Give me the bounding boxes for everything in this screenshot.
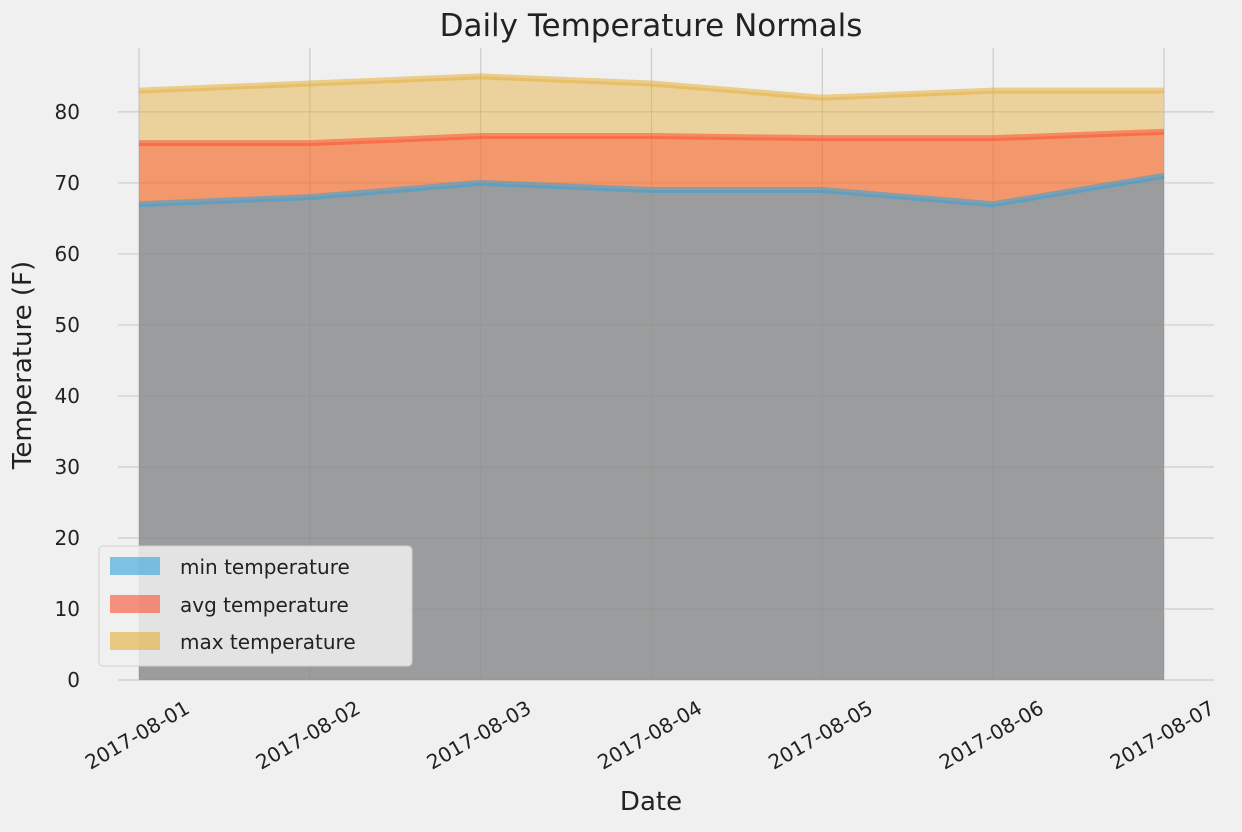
y-tick-label: 50 — [55, 313, 80, 337]
y-tick-label: 20 — [55, 526, 80, 550]
x-tick-label: 2017-08-07 — [1106, 696, 1219, 775]
legend-label-avg: avg temperature — [180, 593, 349, 617]
y-tick-label: 30 — [55, 455, 80, 479]
line-min — [138, 172, 1165, 208]
x-axis-ticks: 2017-08-01 2017-08-02 2017-08-03 2017-08-04… — [81, 696, 1219, 775]
y-tick-label: 10 — [55, 597, 80, 621]
chart-title: Daily Temperature Normals — [440, 8, 863, 44]
y-tick-label: 80 — [55, 100, 80, 124]
area-max — [139, 76, 1164, 681]
legend-swatch-max — [110, 632, 160, 650]
y-tick-label: 60 — [55, 242, 80, 266]
x-tick-label: 2017-08-06 — [935, 696, 1048, 775]
legend-box — [98, 545, 413, 667]
line-max — [138, 73, 1164, 101]
legend-swatch-avg — [110, 595, 160, 613]
x-axis-label: Date — [620, 787, 682, 817]
grid — [118, 48, 1214, 681]
y-tick-label: 70 — [55, 171, 80, 195]
line-avg — [139, 128, 1165, 147]
y-axis-ticks: 0 10 20 30 40 50 60 70 80 — [55, 100, 80, 692]
x-tick-label: 2017-08-04 — [593, 696, 706, 775]
x-tick-label: 2017-08-01 — [81, 696, 194, 775]
y-tick-label: 40 — [55, 384, 80, 408]
legend-swatch-min — [110, 557, 160, 575]
x-tick-label: 2017-08-05 — [764, 696, 877, 775]
x-tick-label: 2017-08-03 — [423, 696, 536, 775]
x-tick-label: 2017-08-02 — [252, 696, 365, 775]
legend-label-max: max temperature — [180, 630, 356, 654]
y-tick-label: 0 — [67, 668, 80, 692]
legend-label-min: min temperature — [180, 555, 350, 579]
legend: min temperature avg temperature max temp… — [98, 545, 413, 667]
y-axis-label: Temperature (F) — [8, 261, 38, 470]
area-avg — [139, 131, 1164, 680]
series-lines — [138, 73, 1165, 208]
